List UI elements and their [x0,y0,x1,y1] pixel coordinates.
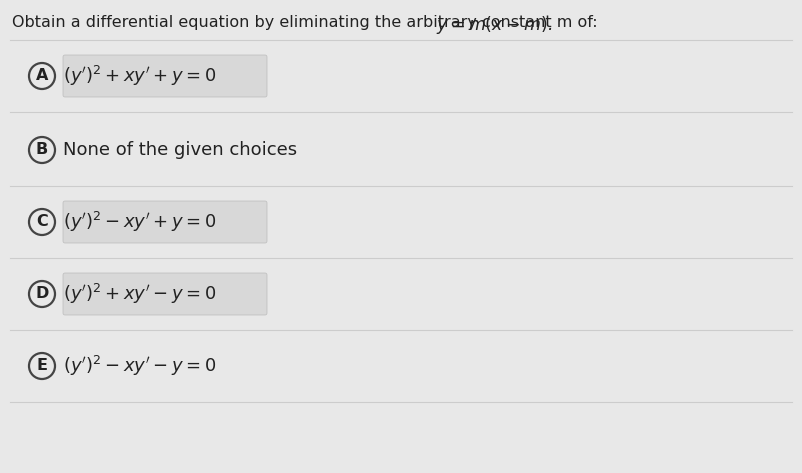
Text: $y=m\left(x-m\right)$.: $y=m\left(x-m\right)$. [435,14,552,36]
FancyBboxPatch shape [63,273,267,315]
Text: A: A [36,69,48,84]
Text: $(y')^2 + xy' + y = 0$: $(y')^2 + xy' + y = 0$ [63,64,217,88]
Text: C: C [36,214,48,229]
FancyBboxPatch shape [63,55,267,97]
Text: B: B [36,142,48,158]
Text: $(y')^2 + xy' - y = 0$: $(y')^2 + xy' - y = 0$ [63,282,217,306]
Text: E: E [37,359,47,374]
Text: None of the given choices: None of the given choices [63,141,297,159]
Text: $(y')^2 - xy' - y = 0$: $(y')^2 - xy' - y = 0$ [63,354,217,378]
Text: Obtain a differential equation by eliminating the arbitrary constant m of:: Obtain a differential equation by elimin… [12,15,603,30]
Text: D: D [35,287,49,301]
Text: $(y')^2 - xy' + y = 0$: $(y')^2 - xy' + y = 0$ [63,210,217,234]
FancyBboxPatch shape [63,201,267,243]
